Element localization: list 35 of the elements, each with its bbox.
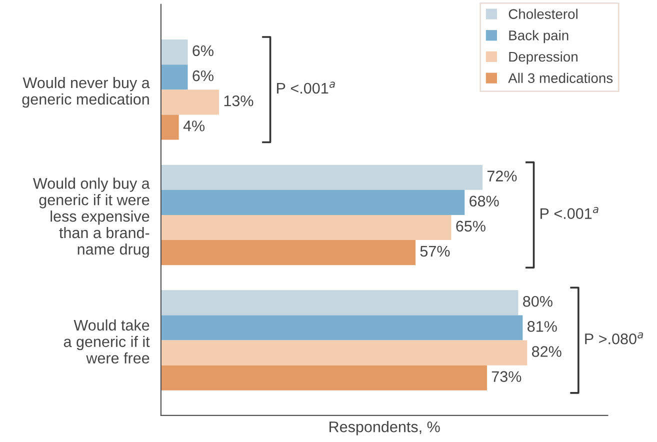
bar (160, 240, 416, 266)
y-tick-label: Would take a generic if it were free (64, 319, 150, 364)
data-label: 73% (492, 371, 522, 382)
bar (160, 315, 523, 340)
bar (160, 340, 528, 366)
data-label: 6% (192, 45, 214, 56)
bar (160, 190, 465, 215)
bar (160, 290, 518, 316)
bar (160, 90, 220, 115)
legend-label: Back pain (509, 30, 568, 44)
legend-label: Depression (509, 51, 578, 64)
data-label: 72% (487, 170, 517, 182)
bar (160, 214, 452, 240)
legend-label: All 3 medications (508, 72, 613, 84)
data-label: 13% (224, 95, 254, 106)
data-label: 68% (470, 196, 499, 207)
data-label: 65% (456, 220, 486, 232)
data-label: 81% (528, 321, 557, 332)
bar (160, 164, 483, 190)
bar (160, 114, 179, 140)
x-axis-title: Respondents, % (330, 421, 440, 436)
data-label: 80% (523, 296, 552, 307)
legend-label: Cholesterol (508, 8, 578, 19)
bar (160, 40, 188, 65)
y-tick-label: Would only buy a generic if it were less expensive than a brand- name drug (33, 178, 150, 258)
bar (160, 365, 487, 390)
data-label: 82% (532, 346, 562, 357)
data-label: 57% (420, 246, 450, 257)
data-label: 4% (183, 120, 205, 132)
annotation: P <.001$^{a}$ (277, 82, 335, 94)
bar (160, 64, 188, 90)
text: P <.001$^{a}$ (540, 206, 598, 219)
y-tick-label: Would never buy a generic medication (22, 76, 150, 108)
text: P >.080$^{a}$ (585, 332, 644, 344)
data-label: 6% (192, 70, 214, 82)
